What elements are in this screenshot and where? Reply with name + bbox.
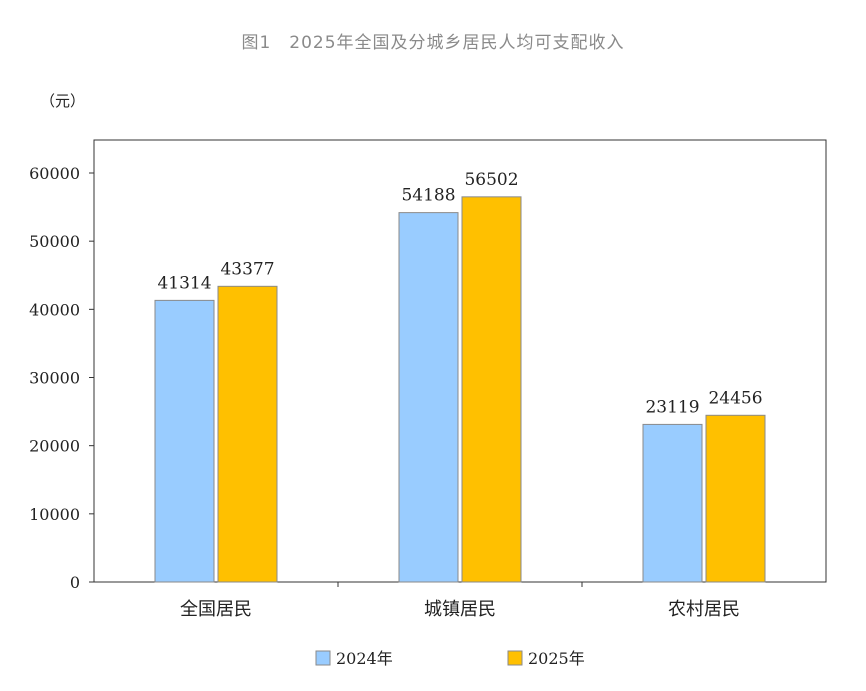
data-label: 41314 [157, 273, 211, 293]
y-tick-label: 20000 [29, 437, 80, 456]
legend-label: 2024年 [336, 649, 393, 668]
legend-swatch [507, 650, 523, 666]
x-category-label: 全国居民 [180, 599, 252, 620]
bar-2025年-农村居民 [705, 414, 766, 583]
bar-2024年-农村居民 [642, 423, 703, 583]
bar-2025年-全国居民 [217, 285, 278, 583]
bar-2025年-城镇居民 [461, 196, 522, 583]
bar-2024年-全国居民 [154, 299, 215, 583]
legend-label: 2025年 [528, 649, 585, 668]
x-category-label: 农村居民 [668, 599, 740, 620]
chart-title: 图1 2025年全国及分城乡居民人均可支配收入 [241, 33, 624, 53]
y-tick-label: 30000 [29, 369, 80, 388]
y-tick-label: 60000 [29, 164, 80, 183]
y-axis-unit-label: （元） [40, 92, 85, 110]
data-label: 56502 [464, 170, 518, 190]
data-label: 23119 [645, 397, 699, 417]
x-category-label: 城镇居民 [424, 599, 496, 620]
plot-area-frame [93, 139, 827, 583]
y-tick-label: 50000 [29, 232, 80, 251]
bar-2024年-城镇居民 [398, 212, 459, 583]
data-label: 54188 [401, 186, 455, 206]
data-label: 43377 [220, 259, 274, 279]
y-tick-label: 10000 [29, 505, 80, 524]
data-label: 24456 [708, 388, 762, 408]
y-tick-label: 40000 [29, 300, 80, 319]
legend-swatch [315, 650, 331, 666]
y-tick-label: 0 [70, 573, 80, 592]
